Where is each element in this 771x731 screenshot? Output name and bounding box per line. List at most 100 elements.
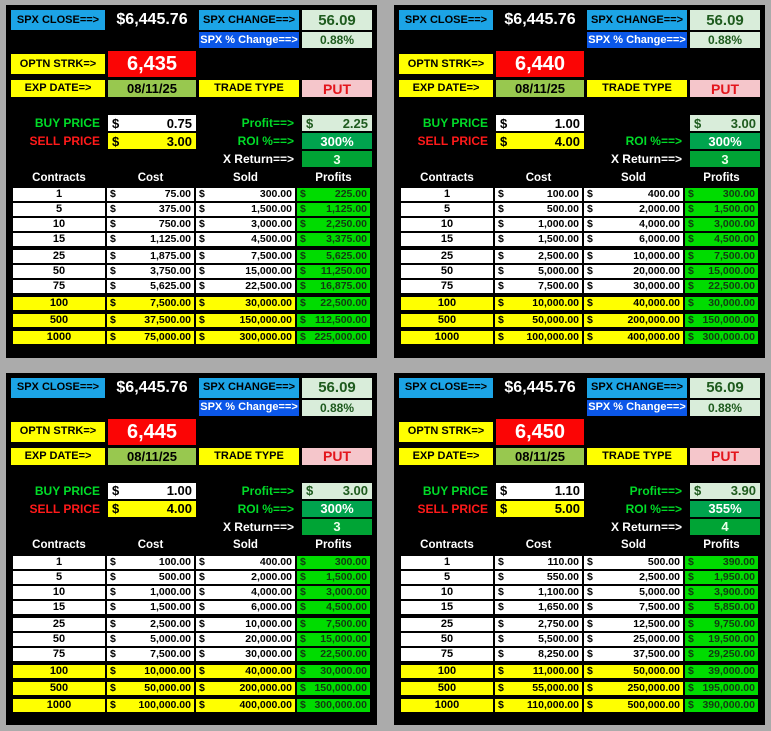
spx-pct-change-label: SPX % Change==> — [199, 32, 299, 48]
dollar-icon: $ — [498, 203, 504, 216]
option-strike-row: OPTN STRK=> 6,440 — [399, 51, 760, 77]
profits-cell: $ 29,250.00 — [685, 647, 758, 661]
profits-cell: $ 300,000.00 — [297, 698, 370, 712]
sell-price-input[interactable]: $ 4.00 — [496, 133, 584, 149]
cost-value: 2,500.00 — [538, 250, 579, 263]
dollar-icon: $ — [300, 265, 306, 278]
option-strike-value[interactable]: 6,445 — [108, 418, 196, 445]
x-return-row: X Return==> 3 — [11, 151, 372, 167]
profit-value-box: $ 2.25 — [302, 115, 372, 131]
sold-value: 400,000.00 — [627, 331, 680, 344]
exp-date-value[interactable]: 08/11/25 — [496, 80, 584, 97]
dollar-icon: $ — [587, 265, 593, 278]
table-row: 25 $ 2,750.00 $ 12,500.00 $ 9,750.00 — [401, 617, 758, 631]
contracts-cell: 75 — [401, 647, 493, 661]
sold-value: 4,000.00 — [251, 585, 292, 598]
profits-value: 15,000.00 — [708, 265, 755, 278]
profits-cell: $ 2,250.00 — [297, 218, 370, 231]
profits-value: 3,000.00 — [714, 218, 755, 231]
sold-value: 12,500.00 — [633, 617, 680, 630]
buy-price-input[interactable]: $ 1.00 — [108, 482, 196, 499]
spx-change-value: 56.09 — [302, 10, 372, 30]
cost-cell: $ 500.00 — [107, 570, 194, 584]
sold-cell: $ 20,000.00 — [196, 632, 295, 646]
profits-value: 390.00 — [722, 555, 755, 568]
trade-type-label: TRADE TYPE — [587, 447, 687, 465]
dollar-icon: $ — [688, 203, 694, 216]
sold-value: 10,000.00 — [245, 617, 292, 630]
sold-cell: $ 12,500.00 — [584, 617, 683, 631]
cost-cell: $ 1,000.00 — [495, 218, 582, 231]
spacer — [11, 32, 105, 48]
spacer — [496, 400, 584, 416]
dollar-icon: $ — [199, 698, 205, 711]
table-row: 50 $ 3,750.00 $ 15,000.00 $ 11,250.00 — [13, 265, 370, 278]
table-row: 75 $ 5,625.00 $ 22,500.00 $ 16,875.00 — [13, 280, 370, 293]
buy-price-input[interactable]: $ 1.00 — [496, 115, 584, 131]
dollar-icon: $ — [199, 314, 205, 327]
cost-value: 5,625.00 — [150, 280, 191, 293]
sold-cell: $ 25,000.00 — [584, 632, 683, 646]
trade-type-value: PUT — [690, 447, 760, 465]
cost-cell: $ 5,500.00 — [495, 632, 582, 646]
buy-price-input[interactable]: $ 1.10 — [496, 482, 584, 499]
table-row: 1 $ 75.00 $ 300.00 $ 225.00 — [13, 188, 370, 201]
option-strike-value[interactable]: 6,435 — [108, 51, 196, 77]
dollar-icon: $ — [110, 218, 116, 231]
spx-close-value[interactable]: $6,445.76 — [504, 378, 576, 396]
x-return-label: X Return==> — [222, 152, 294, 166]
spx-pct-change-row: SPX % Change==> 0.88% — [399, 32, 760, 48]
cost-cell: $ 1,000.00 — [107, 585, 194, 599]
spx-close-value[interactable]: $6,445.76 — [116, 378, 188, 396]
exp-date-label: EXP DATE=> — [399, 80, 493, 97]
cost-column-header: Cost — [107, 538, 194, 554]
cost-value: 37,500.00 — [144, 314, 191, 327]
spx-close-value[interactable]: $6,445.76 — [116, 11, 188, 28]
sell-price-input[interactable]: $ 4.00 — [108, 500, 196, 517]
cost-cell: $ 1,500.00 — [495, 233, 582, 246]
x-return-value: 3 — [302, 151, 372, 167]
table-row: 15 $ 1,650.00 $ 7,500.00 $ 5,850.00 — [401, 600, 758, 614]
x-return-value: 3 — [690, 151, 760, 167]
dollar-icon: $ — [112, 483, 120, 498]
spx-close-value[interactable]: $6,445.76 — [504, 11, 576, 28]
dollar-icon: $ — [199, 555, 205, 568]
table-row: 25 $ 1,875.00 $ 7,500.00 $ 5,625.00 — [13, 250, 370, 263]
dollar-icon: $ — [498, 188, 504, 201]
contracts-column-header: Contracts — [401, 171, 493, 186]
cost-value: 100.00 — [546, 188, 579, 201]
sold-cell: $ 30,000.00 — [196, 297, 295, 310]
dollar-icon: $ — [199, 233, 205, 246]
sell-price-input[interactable]: $ 5.00 — [496, 500, 584, 517]
exp-date-value[interactable]: 08/11/25 — [496, 447, 584, 465]
spacer — [496, 32, 584, 48]
contracts-cell: 10 — [13, 218, 105, 231]
dollar-icon: $ — [199, 218, 205, 231]
cost-cell: $ 1,125.00 — [107, 233, 194, 246]
sold-cell: $ 500.00 — [584, 555, 683, 569]
profits-value: 22,500.00 — [708, 280, 755, 293]
exp-date-value[interactable]: 08/11/25 — [108, 80, 196, 97]
sell-price-input[interactable]: $ 3.00 — [108, 133, 196, 149]
cost-cell: $ 7,500.00 — [495, 280, 582, 293]
dollar-icon: $ — [199, 265, 205, 278]
profits-value: 15,000.00 — [320, 632, 367, 645]
option-strike-panel: SPX CLOSE==> $6,445.76 SPX CHANGE==> 56.… — [6, 5, 377, 358]
profits-cell: $ 300.00 — [685, 188, 758, 201]
profits-value: 19,500.00 — [708, 632, 755, 645]
spx-close-label: SPX CLOSE==> — [399, 10, 493, 30]
option-strike-value[interactable]: 6,440 — [496, 51, 584, 77]
buy-price-input[interactable]: $ 0.75 — [108, 115, 196, 131]
dollar-icon: $ — [498, 617, 504, 630]
profits-cell: $ 112,500.00 — [297, 314, 370, 327]
dollar-icon: $ — [110, 617, 116, 630]
option-strike-value[interactable]: 6,450 — [496, 418, 584, 445]
dollar-icon: $ — [688, 632, 694, 645]
profits-column-header: Profits — [685, 538, 758, 554]
sold-cell: $ 2,000.00 — [196, 570, 295, 584]
cost-value: 3,750.00 — [150, 265, 191, 278]
cost-cell: $ 7,500.00 — [107, 297, 194, 310]
buy-price-label: BUY PRICE — [34, 116, 100, 130]
trade-type-label: TRADE TYPE — [587, 80, 687, 97]
exp-date-value[interactable]: 08/11/25 — [108, 447, 196, 465]
